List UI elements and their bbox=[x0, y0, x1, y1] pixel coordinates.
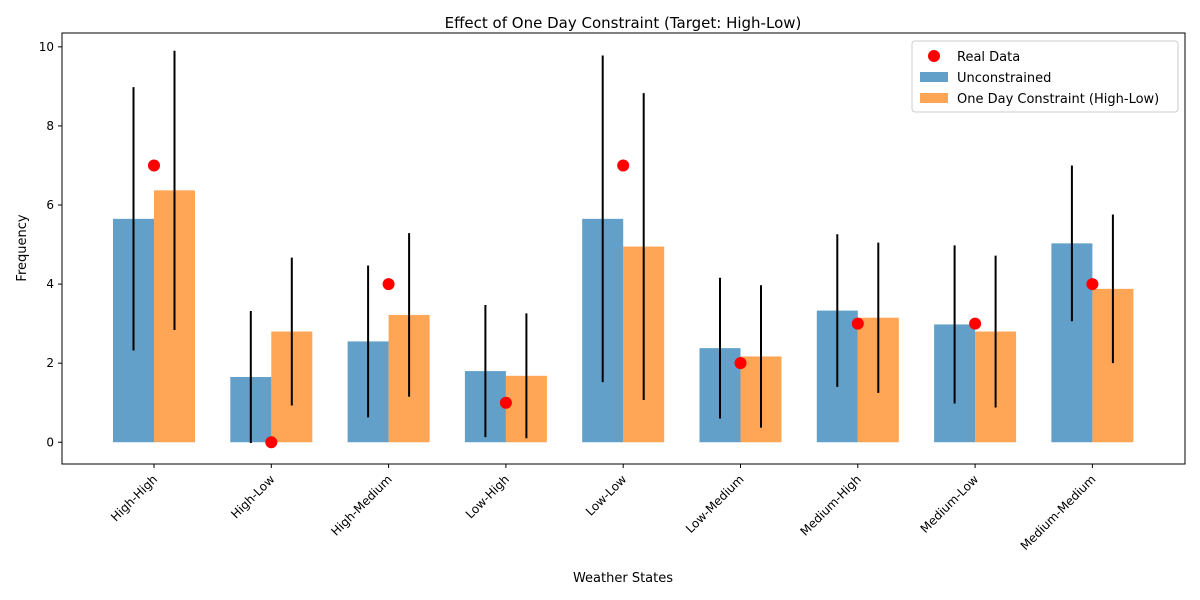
real-data-point bbox=[969, 317, 982, 330]
y-tick-label: 0 bbox=[46, 435, 54, 449]
real-data-point bbox=[382, 278, 395, 291]
legend-swatch bbox=[920, 93, 948, 103]
real-data-point bbox=[499, 396, 512, 409]
y-tick-label: 8 bbox=[46, 119, 54, 133]
real-data-point bbox=[148, 159, 160, 172]
y-tick-label: 2 bbox=[46, 356, 54, 370]
chart-title: Effect of One Day Constraint (Target: Hi… bbox=[445, 14, 802, 32]
real-data-point bbox=[617, 159, 630, 172]
error-bars-layer bbox=[132, 50, 1114, 444]
real-data-point bbox=[851, 317, 864, 330]
legend-label: Real Data bbox=[957, 50, 1020, 65]
bars-layer bbox=[113, 190, 1134, 443]
y-tick-label: 6 bbox=[46, 198, 54, 212]
legend-swatch bbox=[920, 72, 948, 82]
y-tick-label: 4 bbox=[46, 277, 54, 291]
y-tick-label: 10 bbox=[39, 40, 54, 54]
legend: Real Data Unconstrained One Day Constraint… bbox=[911, 40, 1179, 113]
real-data-point bbox=[1086, 278, 1099, 291]
legend-label: One Day Constraint (High-Low) bbox=[957, 92, 1159, 107]
legend-label: Unconstrained bbox=[957, 71, 1051, 86]
legend-marker-real-data bbox=[928, 50, 940, 62]
y-axis-title: Frequency bbox=[15, 214, 30, 281]
real-data-point bbox=[734, 357, 747, 370]
legend-box bbox=[911, 40, 1179, 113]
real-data-point bbox=[265, 436, 278, 449]
x-axis-title: Weather States bbox=[573, 571, 673, 586]
points-layer bbox=[148, 159, 1099, 449]
